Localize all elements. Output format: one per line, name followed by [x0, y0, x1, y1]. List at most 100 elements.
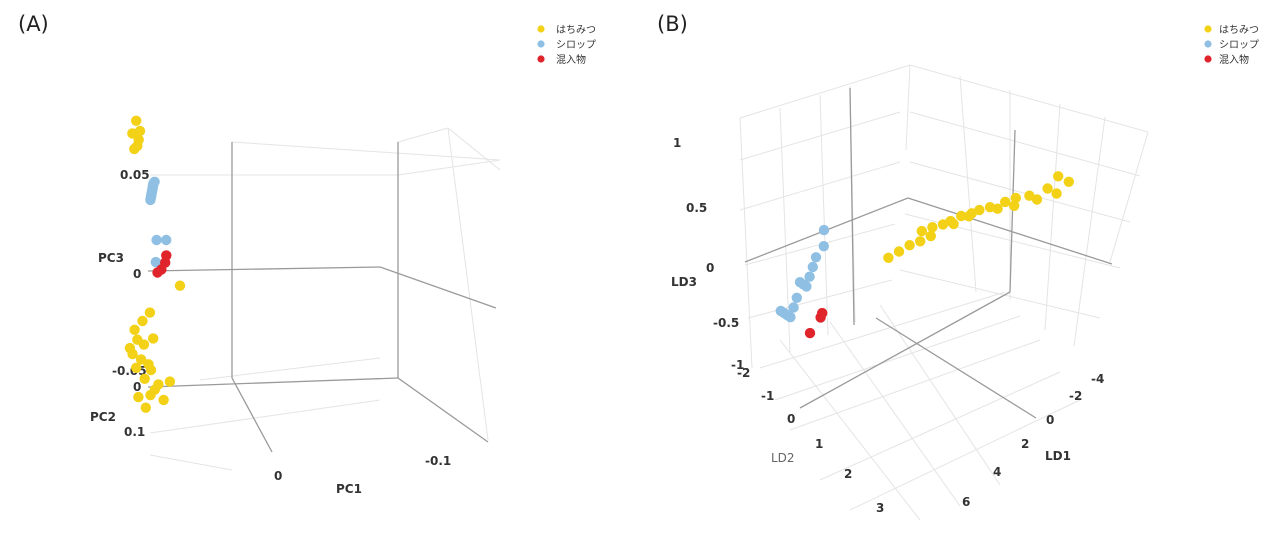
point-honey-25 [158, 394, 169, 406]
panel-b-axes [744, 87, 1113, 419]
point-syrup-1 [818, 241, 829, 252]
legend-swatch-mixture [537, 55, 545, 63]
ld3-tick-1: 1 [673, 136, 681, 150]
point-syrup-1 [151, 234, 162, 246]
point-honey-18 [140, 402, 151, 413]
ld3-tick-neg1: -1 [731, 358, 744, 372]
point-honey-17 [133, 391, 144, 403]
ld2-tick-3: 3 [876, 501, 884, 515]
panel-a-grid [149, 127, 501, 471]
point-honey-11 [937, 219, 949, 230]
point-syrup-9 [788, 302, 799, 313]
point-mixture-2 [804, 327, 816, 339]
point-honey-13 [131, 362, 142, 373]
point-syrup-7 [794, 277, 806, 288]
point-honey-12 [135, 354, 147, 365]
pc3-tick-0.05: 0.05 [120, 168, 150, 182]
pc2-axis-title: PC2 [90, 410, 116, 424]
point-honey-19 [145, 389, 156, 401]
point-honey-21 [915, 236, 926, 247]
legend-swatch-syrup [537, 40, 545, 48]
pc1-axis-title: PC1 [336, 482, 362, 496]
ld2-axis-title: LD2 [771, 451, 795, 465]
point-syrup-0 [818, 224, 830, 236]
point-honey-17 [992, 203, 1003, 214]
legend-label-syrup: シロップ [556, 39, 596, 51]
point-honey-22 [904, 240, 915, 251]
ld1-tick-4: 4 [993, 465, 1001, 479]
point-syrup-4 [804, 271, 815, 282]
legend-swatch-syrup [1204, 40, 1212, 48]
ld3-tick-0: 0 [706, 261, 714, 275]
point-syrup-2 [810, 252, 822, 263]
pc1-tick-neg0.1: -0.1 [425, 454, 451, 468]
point-syrup-15 [145, 194, 156, 206]
ld2-tick-neg2: -2 [737, 366, 750, 380]
point-syrup-0 [161, 234, 172, 246]
point-honey-14 [1051, 188, 1062, 199]
ld3-axis-title: LD3 [671, 275, 697, 289]
point-syrup-3 [807, 261, 818, 273]
pc2-tick-0.1: 0.1 [124, 425, 145, 439]
ld1-tick-6: 6 [962, 495, 970, 509]
pc2-tick-0: 0 [133, 380, 141, 394]
pc1-tick-0: 0 [274, 469, 282, 483]
point-honey-5 [129, 143, 140, 155]
ld1-axis-title: LD1 [1045, 449, 1071, 463]
point-honey-9 [956, 210, 967, 222]
point-syrup-13 [775, 305, 786, 317]
point-honey-15 [1031, 194, 1043, 205]
panel-a-label: (A) [18, 12, 49, 36]
point-mixture-1 [815, 312, 826, 323]
panel-a-points [124, 115, 186, 413]
legend-label-mixture: 混入物 [1219, 53, 1249, 66]
point-honey-12 [927, 222, 938, 233]
panel-a-ticks: 0.05 0 -0.05 0 0.1 0 -0.1 PC3 PC2 PC1 [90, 168, 451, 496]
panel-a: (A) 0.05 0 -0.05 0 0.1 0 [18, 12, 596, 496]
ld2-tick-0: 0 [787, 412, 795, 426]
point-honey-1 [1053, 171, 1064, 182]
point-mixture-3 [152, 267, 163, 278]
point-honey-22 [138, 339, 150, 350]
ld1-tick-neg2: -2 [1069, 389, 1082, 403]
ld3-tick-0.5: 0.5 [686, 201, 707, 215]
panel-a-legend: はちみつ シロップ 混入物 [537, 24, 596, 66]
legend-label-honey: はちみつ [1219, 24, 1259, 36]
ld2-tick-2: 2 [844, 467, 852, 481]
panel-b-ticks: 1 0.5 0 -0.5 -1 LD3 -2 -1 0 1 2 3 LD2 -4… [671, 136, 1104, 515]
point-honey-13 [916, 225, 927, 237]
point-honey-14 [139, 373, 150, 384]
point-honey-5 [1000, 196, 1011, 208]
point-honey-24 [883, 252, 894, 263]
point-honey-8 [137, 315, 148, 327]
pc3-tick-0: 0 [133, 267, 141, 281]
point-honey-21 [127, 348, 138, 360]
point-honey-0 [131, 115, 142, 127]
pc3-axis-title: PC3 [98, 251, 124, 265]
ld1-tick-neg4: -4 [1091, 372, 1104, 386]
legend-label-honey: はちみつ [556, 24, 596, 36]
point-honey-19 [948, 218, 959, 230]
point-honey-7 [144, 307, 156, 318]
ld1-tick-2: 2 [1021, 437, 1029, 451]
legend-swatch-honey [1204, 25, 1212, 33]
panel-b-grid [739, 64, 1149, 521]
ld2-tick-neg1: -1 [761, 389, 774, 403]
legend-label-mixture: 混入物 [556, 53, 586, 66]
point-syrup-2 [150, 256, 161, 268]
point-honey-24 [143, 359, 154, 370]
point-honey-20 [925, 230, 936, 242]
point-honey-6 [174, 280, 186, 291]
panel-b-points [775, 171, 1075, 339]
point-honey-0 [1063, 176, 1075, 187]
ld1-tick-0: 0 [1046, 413, 1054, 427]
point-honey-9 [129, 324, 140, 335]
panel-b-legend: はちみつ シロップ 混入物 [1204, 24, 1259, 66]
ld3-tick-neg0.5: -0.5 [713, 316, 739, 330]
point-honey-2 [127, 128, 138, 139]
point-syrup-8 [791, 292, 802, 303]
point-honey-16 [1009, 200, 1020, 211]
point-honey-23 [148, 333, 159, 344]
legend-label-syrup: シロップ [1219, 39, 1259, 51]
ld2-tick-1: 1 [815, 437, 823, 451]
